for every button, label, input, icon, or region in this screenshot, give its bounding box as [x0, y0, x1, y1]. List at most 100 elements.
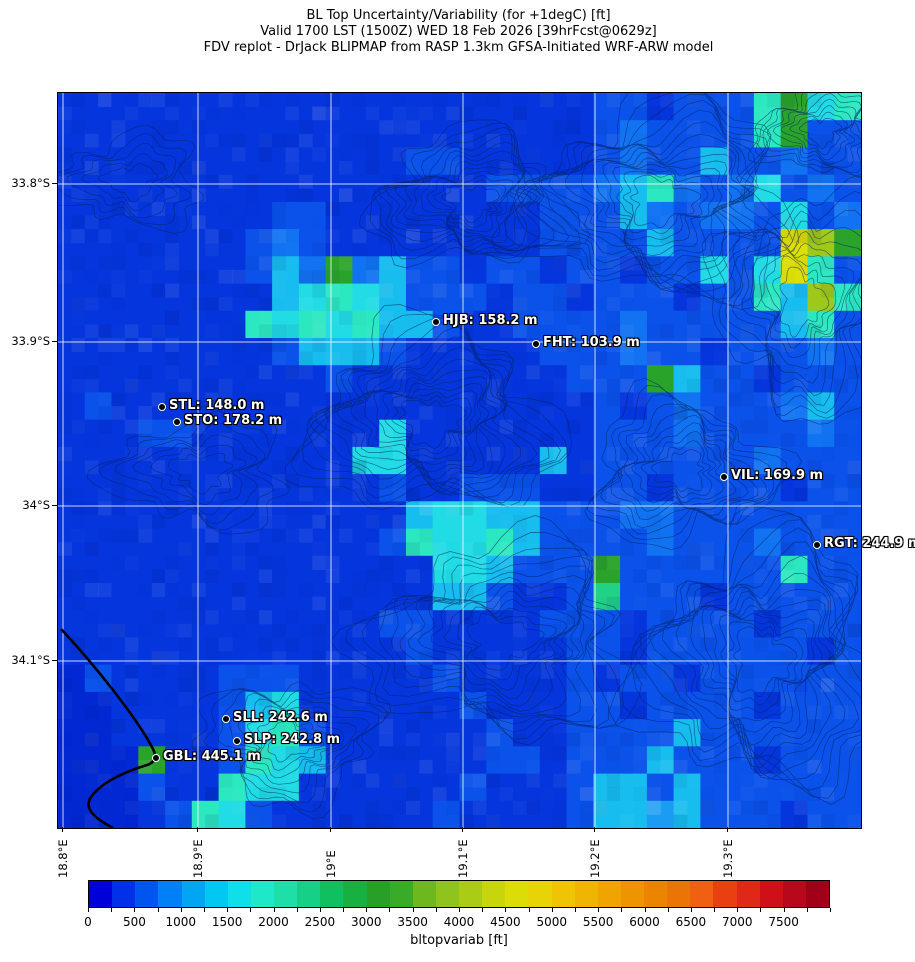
colorbar-tick	[783, 908, 785, 912]
lon-tick-label: 19°E	[324, 850, 338, 878]
colorbar-tick	[598, 908, 600, 912]
colorbar-tick-label: 5000	[536, 915, 568, 929]
colorbar-segment	[574, 881, 598, 907]
colorbar-segment	[320, 881, 344, 907]
colorbar-tick	[203, 908, 205, 912]
colorbar-tick-label: 0	[84, 915, 92, 929]
colorbar-tick	[737, 908, 739, 912]
colorbar-tick-label: 5500	[582, 915, 614, 929]
colorbar-segment	[551, 881, 575, 907]
colorbar-segment	[644, 881, 668, 907]
colorbar-tick-label: 3000	[351, 915, 382, 929]
colorbar-tick-label: 7000	[722, 915, 753, 929]
axis-tick	[330, 827, 331, 832]
station-label: FHT: 103.9 m	[543, 335, 640, 350]
colorbar-segment	[528, 881, 552, 907]
colorbar-tick	[180, 908, 182, 912]
colorbar-tick	[830, 908, 831, 912]
colorbar-tick	[111, 908, 113, 912]
map-raster-canvas	[58, 93, 861, 828]
colorbar-tick	[343, 908, 345, 912]
colorbar-segment	[759, 881, 783, 907]
lat-tick-label: 33.8°S	[11, 176, 50, 190]
colorbar-segment	[250, 881, 274, 907]
colorbar-segment	[181, 881, 205, 907]
lon-tick-label: 18.9°E	[191, 839, 205, 878]
axis-tick	[197, 827, 198, 832]
station-marker-icon	[720, 473, 728, 481]
colorbar-tick	[319, 908, 321, 912]
station-marker-icon	[152, 754, 160, 762]
colorbar-segment	[158, 881, 182, 907]
lon-tick-label: 18.8°E	[56, 839, 70, 878]
station-label: STL: 148.0 m	[169, 398, 265, 413]
colorbar-segment	[620, 881, 644, 907]
figure-title: BL Top Uncertainty/Variability (for +1de…	[57, 8, 860, 56]
axis-tick	[594, 827, 595, 832]
colorbar-segment	[227, 881, 251, 907]
colorbar-segment	[482, 881, 506, 907]
coastline	[60, 628, 157, 828]
colorbar-tick-label: 7500	[768, 915, 799, 929]
colorbar-segment	[805, 881, 829, 907]
colorbar-tick-label: 6500	[675, 915, 707, 929]
axis-tick	[462, 827, 463, 832]
colorbar-tick	[157, 908, 159, 912]
colorbar-tick	[88, 908, 89, 912]
colorbar-segment	[667, 881, 691, 907]
lon-tick-label: 19.1°E	[456, 839, 470, 878]
colorbar-segment	[135, 881, 159, 907]
colorbar-tick	[574, 908, 576, 912]
station-label: VIL: 169.9 m	[731, 468, 824, 483]
colorbar-segment	[297, 881, 321, 907]
station-label: GBL: 445.1 m	[163, 749, 261, 764]
station-label: SLP: 242.8 m	[244, 732, 341, 747]
colorbar-tick	[644, 908, 646, 912]
colorbar-segment	[343, 881, 367, 907]
colorbar-tick	[667, 908, 669, 912]
colorbar-tick	[366, 908, 368, 912]
station-marker-icon	[813, 541, 821, 549]
axis-tick	[52, 183, 57, 184]
colorbar-tick	[296, 908, 298, 912]
colorbar-segment	[713, 881, 737, 907]
station-marker-icon	[158, 403, 166, 411]
colorbar-segment	[366, 881, 390, 907]
colorbar-tick	[551, 908, 553, 912]
colorbar-tick	[250, 908, 252, 912]
colorbar-tick	[714, 908, 716, 912]
colorbar-tick	[482, 908, 484, 912]
colorbar-tick-label: 1500	[211, 915, 243, 929]
station-marker-icon	[432, 318, 440, 326]
axis-tick	[52, 660, 57, 661]
axis-tick	[52, 505, 57, 506]
colorbar-tick	[459, 908, 460, 912]
colorbar-segment	[505, 881, 529, 907]
axis-tick	[727, 827, 728, 832]
colorbar-tick-label: 6000	[629, 915, 660, 929]
colorbar-tick-label: 2000	[258, 915, 289, 929]
colorbar-segment	[274, 881, 298, 907]
lat-tick-label: 34°S	[22, 498, 50, 512]
colorbar-tick	[806, 908, 808, 912]
station-marker-icon	[233, 737, 241, 745]
station-label: RGT: 244.9 m	[824, 536, 915, 551]
colorbar-tick-label: 4000	[443, 915, 475, 929]
axis-tick	[62, 827, 63, 832]
lat-tick-label: 33.9°S	[11, 334, 50, 348]
lon-tick-label: 19.3°E	[721, 839, 735, 878]
colorbar	[88, 880, 830, 908]
colorbar-tick	[690, 908, 692, 912]
title-line-1: BL Top Uncertainty/Variability (for +1de…	[306, 8, 611, 23]
station-label: STO: 178.2 m	[184, 413, 283, 428]
colorbar-segment	[435, 881, 459, 907]
lat-tick-label: 34.1°S	[11, 653, 50, 667]
colorbar-tick	[412, 908, 414, 912]
colorbar-tick	[435, 908, 437, 912]
colorbar-tick	[273, 908, 275, 912]
colorbar-segment	[782, 881, 806, 907]
title-line-3: FDV replot - DrJack BLIPMAP from RASP 1.…	[203, 40, 714, 55]
colorbar-segment	[389, 881, 413, 907]
axis-tick	[52, 341, 57, 342]
colorbar-segment	[459, 881, 483, 907]
